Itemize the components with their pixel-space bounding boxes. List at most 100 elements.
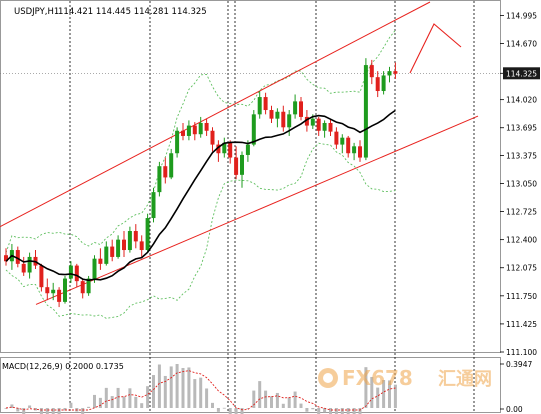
macd-bar [4,408,8,409]
macd-bar [234,408,238,414]
candle [175,127,180,158]
macd-bar [293,391,297,408]
macd-bar [205,388,209,408]
candle [316,116,321,136]
candle [151,187,156,223]
macd-bar [163,375,167,408]
candle [39,263,44,292]
upper-band [5,29,396,253]
macd-label: MACD(12,26,9) 0.2000 0.1735 [2,362,124,371]
macd-bar [323,408,327,413]
macd-bar [63,408,67,411]
candle [304,110,309,132]
macd-bar [281,403,285,408]
macd-bar [187,367,191,408]
symbol-timeframe-label: USDJPY,H1 [14,7,59,17]
candle [169,148,174,180]
macd-bar [275,392,279,408]
lower-band [5,142,396,319]
candle [139,235,144,257]
macd-bar [340,408,344,414]
candle [204,118,209,136]
candle [98,248,103,270]
macd-bar [364,367,368,408]
candle [68,261,73,283]
candle [358,140,362,162]
macd-tick-label: 0.00 [506,405,523,414]
candle [216,140,221,162]
candle [240,151,244,188]
projection-arrow-line [409,23,462,74]
candle [92,255,97,283]
macd-bar [388,380,391,408]
price-axis: 114.995 114.670 114.325 114.020 113.695 113.3… [500,11,540,357]
macd-bar [199,377,203,408]
macd-indicator [4,364,397,414]
candle [45,278,50,301]
macd-bar [287,397,291,408]
candle [322,120,327,138]
last-price-box [503,67,540,80]
y-tick-label: 112.725 [506,208,537,217]
candle [127,226,132,253]
candle [181,122,185,141]
projection-arrow [409,23,462,74]
macd-bar [69,402,73,408]
candle [381,71,386,95]
channel-lower-line [35,115,479,305]
macd-bar [22,408,26,414]
candle [86,275,91,296]
candle [281,105,286,132]
fx678-watermark: FX678 汇通网 [318,366,492,390]
macd-bar [216,408,220,412]
candle [122,231,126,257]
macd-panel-frame [0,357,501,413]
candle [334,127,339,149]
macd-bar [370,376,374,408]
main-chart-frame [0,0,501,353]
candle [346,135,351,158]
candle [287,110,292,136]
candle [251,110,256,147]
candle [104,241,109,266]
macd-bar [376,387,380,408]
macd-bar [45,408,49,414]
candle [299,97,303,121]
candle [369,59,374,85]
candle [234,146,239,180]
candle [145,213,150,253]
macd-bar [57,408,61,414]
macd-bar [305,408,309,412]
macd-tick-label: 0.3947 [506,360,532,369]
macd-signal-line [5,370,396,411]
candle [363,58,368,161]
candle [393,62,398,79]
macd-bar [34,408,37,411]
candle [387,66,392,83]
candle [210,127,215,152]
macd-bar [152,375,155,408]
candle [80,278,85,299]
candle [133,224,138,249]
price-channel [0,1,479,305]
ohlc-values: 114.421 114.445 114.281 114.325 [58,7,207,17]
macd-bar [98,397,102,408]
macd-axis: 0.3947 0.00 [500,360,532,414]
channel-upper-line [0,1,431,228]
watermark-brand: FX678 [342,366,413,390]
watermark-cn: 汇通网 [438,369,492,390]
y-tick-label: 112.400 [506,236,537,245]
y-tick-label: 113.695 [506,124,537,133]
macd-bar [346,408,350,414]
bollinger-bands [5,29,396,319]
macd-bar [258,381,262,408]
candle [21,256,26,276]
macd-bar [252,390,256,408]
y-tick-label: 113.050 [506,179,537,188]
macd-bar [264,390,268,408]
y-tick-label: 112.075 [506,264,537,273]
candle [275,108,280,128]
macd-bar [193,379,197,408]
candle [27,252,32,279]
